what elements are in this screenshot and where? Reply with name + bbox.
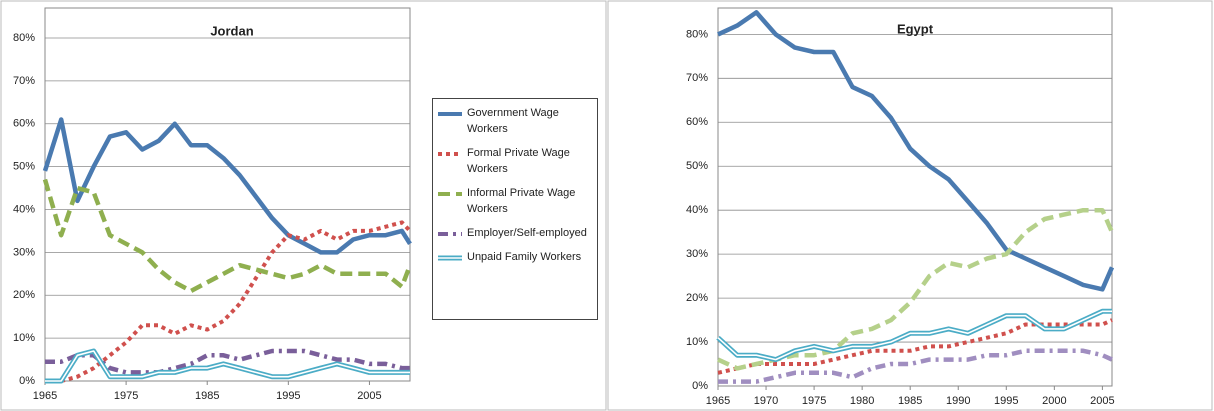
series-line — [718, 348, 1113, 384]
legend-item: Employer/Self-employed — [437, 225, 593, 241]
legend-item: Government Wage Workers — [437, 105, 593, 137]
y-tick-label: 20% — [13, 289, 35, 301]
plot-frame — [717, 7, 1113, 387]
series-line — [716, 308, 1112, 363]
legend-swatch — [438, 152, 462, 156]
series-line — [42, 117, 412, 255]
y-tick-label: 40% — [686, 204, 708, 216]
y-tick-label: 80% — [13, 32, 35, 44]
x-tick-label: 1985 — [898, 395, 922, 407]
plot-frame — [44, 7, 411, 382]
y-tick-label: 30% — [13, 246, 35, 258]
y-tick-label: 50% — [686, 160, 708, 172]
y-tick-label: 50% — [13, 161, 35, 173]
y-tick-label: 60% — [13, 118, 35, 130]
legend-item: Informal Private Wage Workers — [437, 185, 593, 217]
y-tick-label: 70% — [686, 72, 708, 84]
panel-frame — [0, 0, 607, 411]
x-tick-label: 1975 — [802, 395, 826, 407]
x-tick-label: 2005 — [357, 390, 381, 402]
legend-label: Government Wage Workers — [467, 107, 559, 135]
x-tick-label: 1965 — [706, 395, 730, 407]
x-tick-label: 1995 — [276, 390, 300, 402]
series-line-inner — [717, 310, 1112, 361]
panel-frame — [607, 0, 1213, 411]
series-line — [42, 178, 413, 294]
series-line — [45, 220, 412, 383]
y-tick-label: 70% — [13, 75, 35, 87]
legend-swatch — [438, 255, 462, 261]
y-tick-label: 40% — [13, 203, 35, 215]
y-tick-label: 20% — [686, 292, 708, 304]
legend-label: Formal Private Wage Workers — [467, 147, 570, 175]
x-tick-label: 1995 — [994, 395, 1018, 407]
y-tick-label: 80% — [686, 28, 708, 40]
y-tick-label: 60% — [686, 116, 708, 128]
x-tick-label: 1970 — [754, 395, 778, 407]
y-tick-label: 0% — [19, 375, 35, 387]
legend-swatch — [438, 192, 462, 196]
legend-swatch — [438, 112, 462, 116]
y-tick-label: 0% — [692, 380, 708, 392]
x-tick-label: 1980 — [850, 395, 874, 407]
legend-label: Informal Private Wage Workers — [467, 187, 576, 215]
legend-item: Unpaid Family Workers — [437, 249, 593, 265]
x-tick-label: 2000 — [1042, 395, 1066, 407]
chart-title: Jordan — [210, 23, 253, 38]
y-tick-label: 30% — [686, 248, 708, 260]
series-line — [717, 207, 1115, 371]
series-line — [717, 10, 1115, 292]
legend-label: Unpaid Family Workers — [467, 251, 582, 263]
legend-label: Employer/Self-employed — [467, 227, 587, 239]
y-tick-label: 10% — [686, 336, 708, 348]
chart-title: Egypt — [897, 21, 934, 36]
series-line-inner — [45, 350, 410, 382]
series-line — [45, 348, 410, 375]
legend-item: Formal Private Wage Workers — [437, 145, 593, 177]
x-tick-label: 2005 — [1090, 395, 1114, 407]
legend: Government Wage Workers Formal Private Wa… — [432, 98, 598, 320]
x-tick-label: 1990 — [946, 395, 970, 407]
legend-swatch — [438, 232, 462, 236]
x-tick-label: 1985 — [195, 390, 219, 402]
x-tick-label: 1965 — [33, 390, 57, 402]
x-tick-label: 1975 — [114, 390, 138, 402]
y-tick-label: 10% — [13, 332, 35, 344]
